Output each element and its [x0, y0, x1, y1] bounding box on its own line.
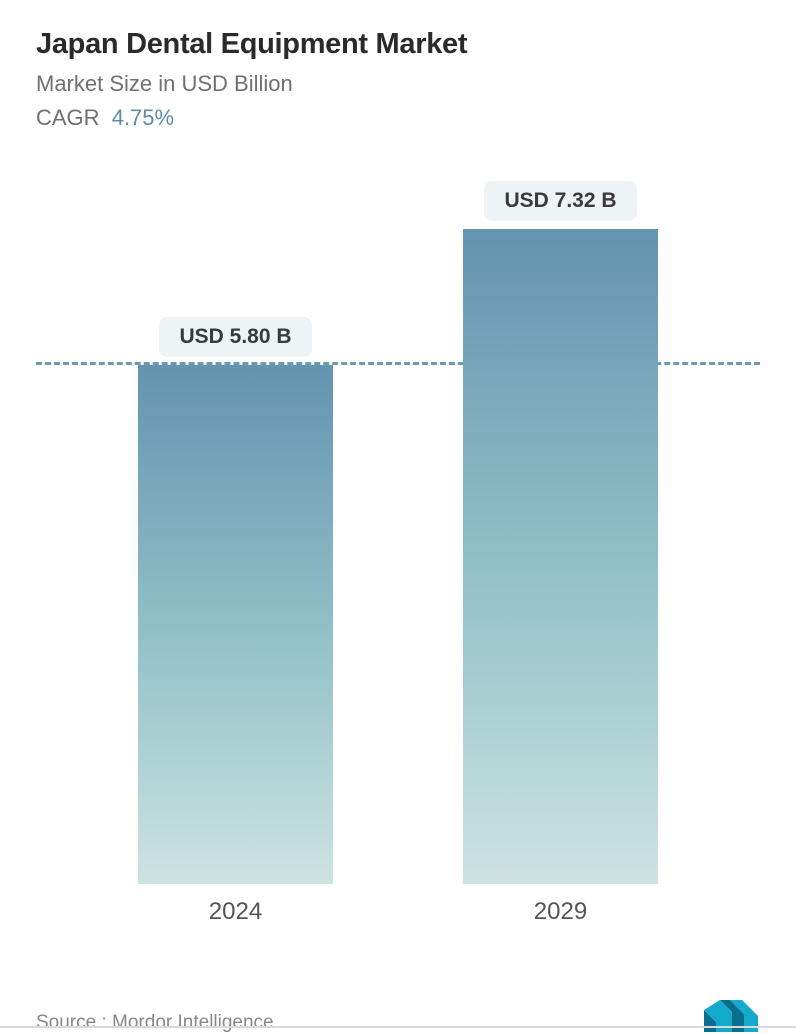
chart-container: Japan Dental Equipment Market Market Siz… — [0, 0, 796, 1034]
chart-plot-area: USD 5.80 B 2024 USD 7.32 B 2029 — [36, 181, 760, 986]
bar — [463, 229, 658, 884]
bar-value-label: USD 5.80 B — [159, 317, 311, 357]
cagr-row: CAGR 4.75% — [36, 105, 760, 131]
chart-subtitle: Market Size in USD Billion — [36, 71, 760, 97]
chart-title: Japan Dental Equipment Market — [36, 28, 760, 61]
bar-year-label: 2024 — [209, 898, 262, 926]
cagr-value: 4.75% — [112, 105, 174, 130]
source-text: Source : Mordor Intelligence — [36, 1012, 274, 1034]
bar-group-2024: USD 5.80 B 2024 — [138, 317, 333, 926]
bottom-divider — [0, 1026, 796, 1028]
bar-year-label: 2029 — [534, 898, 587, 926]
bar — [138, 365, 333, 884]
bar-group-2029: USD 7.32 B 2029 — [463, 181, 658, 926]
bar-value-label: USD 7.32 B — [484, 181, 636, 221]
mordor-logo-icon — [702, 996, 760, 1034]
cagr-label: CAGR — [36, 105, 100, 130]
